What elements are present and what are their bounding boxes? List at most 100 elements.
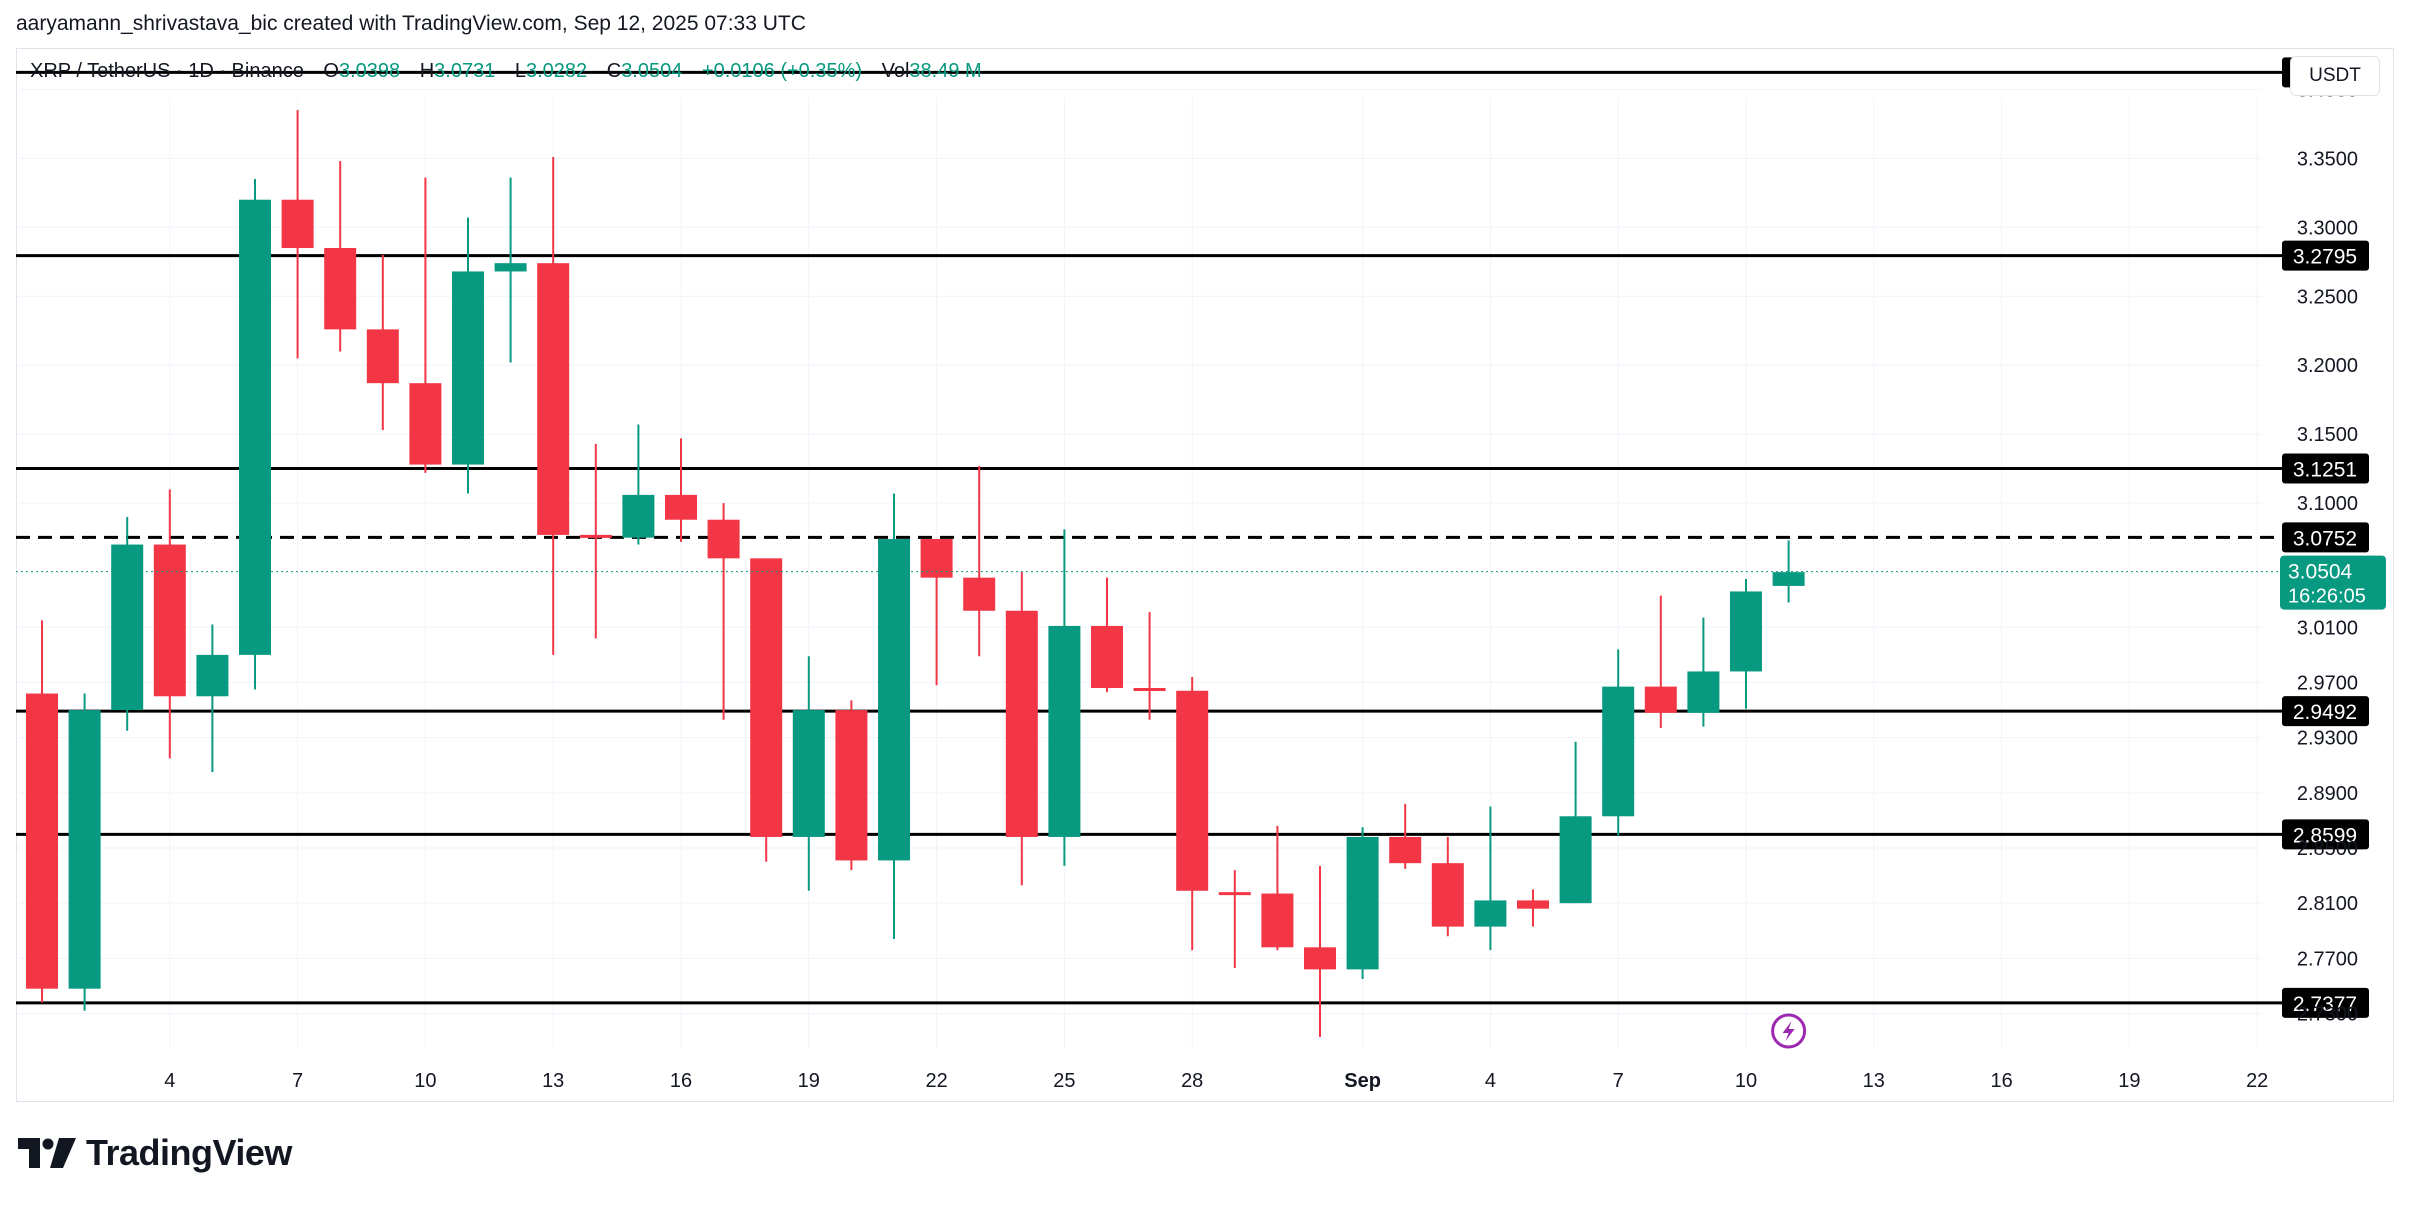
candle[interactable] — [1261, 825, 1294, 951]
y-tick-label: 2.9700 — [2297, 672, 2358, 694]
candle[interactable] — [153, 489, 186, 759]
candle[interactable] — [1517, 889, 1549, 927]
lightning-bolt — [1782, 1021, 1795, 1041]
candle-body — [1474, 900, 1507, 927]
candle[interactable] — [707, 503, 740, 720]
attribution-text: aaryamann_shrivastava_bic created with T… — [16, 12, 806, 35]
candle[interactable] — [281, 110, 314, 359]
candle[interactable] — [68, 693, 101, 1011]
candle[interactable] — [963, 465, 996, 657]
chart-frame — [16, 48, 2394, 1102]
candle[interactable] — [494, 177, 527, 363]
x-tick-label: 7 — [292, 1070, 303, 1092]
candle[interactable] — [1005, 572, 1038, 886]
x-tick-label: 16 — [670, 1070, 692, 1092]
candle[interactable] — [1431, 836, 1464, 937]
candle-body — [537, 263, 570, 535]
candle[interactable] — [1091, 577, 1123, 693]
level-label: 3.2795 — [2293, 246, 2357, 269]
candle[interactable] — [878, 493, 910, 940]
candle[interactable] — [324, 161, 357, 352]
candle-body — [1218, 892, 1251, 896]
close-label: C — [606, 60, 622, 82]
candle-body — [68, 710, 101, 989]
level-label-box — [2282, 240, 2369, 271]
x-tick-label: 19 — [2118, 1070, 2140, 1092]
candle-body — [196, 654, 229, 697]
lightning-event-icon[interactable] — [1771, 1013, 1807, 1049]
candle[interactable] — [1559, 741, 1592, 904]
candle-body — [153, 544, 186, 697]
candle[interactable] — [1474, 806, 1507, 951]
candle[interactable] — [1730, 579, 1762, 709]
candle[interactable] — [366, 254, 399, 431]
low-value: 3.0282 — [526, 60, 588, 82]
x-tick-label: 4 — [164, 1070, 175, 1092]
candle[interactable] — [1687, 617, 1720, 727]
price-axis[interactable]: 3.40003.35003.30003.25003.20003.15003.10… — [2297, 79, 2358, 1025]
symbol-name[interactable]: XRP / TetherUS · 1D · Binance — [30, 60, 304, 82]
x-tick-label: 25 — [1053, 1070, 1075, 1092]
level-label: 2.8599 — [2293, 824, 2357, 847]
low-label: L — [514, 60, 526, 82]
candle[interactable] — [1304, 865, 1336, 1037]
candle-body — [622, 494, 655, 538]
level-label: 3.1251 — [2293, 459, 2357, 482]
candle[interactable] — [1346, 827, 1379, 980]
candle-body — [281, 199, 314, 248]
candle[interactable] — [1389, 803, 1422, 869]
candle[interactable] — [835, 700, 868, 871]
candle-body — [963, 577, 996, 611]
candle[interactable] — [26, 620, 58, 1003]
candle-body — [1517, 900, 1549, 909]
x-tick-label: 13 — [542, 1070, 564, 1092]
candle[interactable] — [452, 217, 484, 494]
candle-body — [1687, 671, 1720, 713]
change-value: +0.0106 (+0.35%) — [701, 60, 863, 82]
x-tick-label: 22 — [925, 1070, 947, 1092]
y-tick-label: 3.1500 — [2297, 424, 2358, 446]
candle-body — [494, 263, 527, 272]
candle[interactable] — [579, 443, 612, 639]
candle[interactable] — [239, 179, 271, 690]
candle-body — [366, 329, 399, 384]
candle[interactable] — [1176, 676, 1209, 951]
candle[interactable] — [1048, 529, 1081, 866]
level-label: 2.9492 — [2293, 701, 2357, 724]
candle-body — [1346, 836, 1379, 970]
brand[interactable]: TradingView — [18, 1132, 292, 1173]
candle[interactable] — [622, 424, 655, 545]
candles[interactable] — [26, 110, 1805, 1037]
candle[interactable] — [1772, 540, 1805, 603]
candle[interactable] — [111, 516, 144, 731]
candle[interactable] — [409, 177, 442, 473]
level-label-box — [2282, 522, 2369, 553]
candle[interactable] — [1133, 612, 1166, 720]
candle[interactable] — [665, 438, 697, 542]
candle-body — [1389, 836, 1422, 864]
x-tick-label: 4 — [1485, 1070, 1496, 1092]
time-axis[interactable]: 4 7 10 13 16 19 22 25 28 Sep 4 7 10 13 16 19 22 — [164, 1070, 2268, 1092]
candle[interactable] — [750, 558, 783, 862]
candle[interactable] — [196, 624, 229, 773]
x-tick-label: 28 — [1181, 1070, 1203, 1092]
currency-button[interactable]: USDT — [2290, 56, 2380, 96]
candle-body — [1772, 572, 1805, 586]
y-tick-label: 3.2500 — [2297, 286, 2358, 308]
candle[interactable] — [1644, 595, 1677, 728]
x-tick-label: 22 — [2246, 1070, 2268, 1092]
current-price-label: 3.0504 — [2288, 561, 2353, 584]
candle-body — [1048, 625, 1081, 837]
candle[interactable] — [537, 156, 570, 655]
candle-body — [707, 519, 740, 559]
candle-body — [239, 199, 271, 655]
candle[interactable] — [1218, 870, 1251, 968]
candle[interactable] — [1602, 649, 1635, 836]
candle-body — [1261, 893, 1294, 948]
grid — [16, 88, 2262, 1048]
candle[interactable] — [792, 656, 825, 891]
candle[interactable] — [920, 539, 953, 686]
level-label: 3.0752 — [2293, 527, 2357, 550]
high-label: H — [419, 60, 435, 82]
